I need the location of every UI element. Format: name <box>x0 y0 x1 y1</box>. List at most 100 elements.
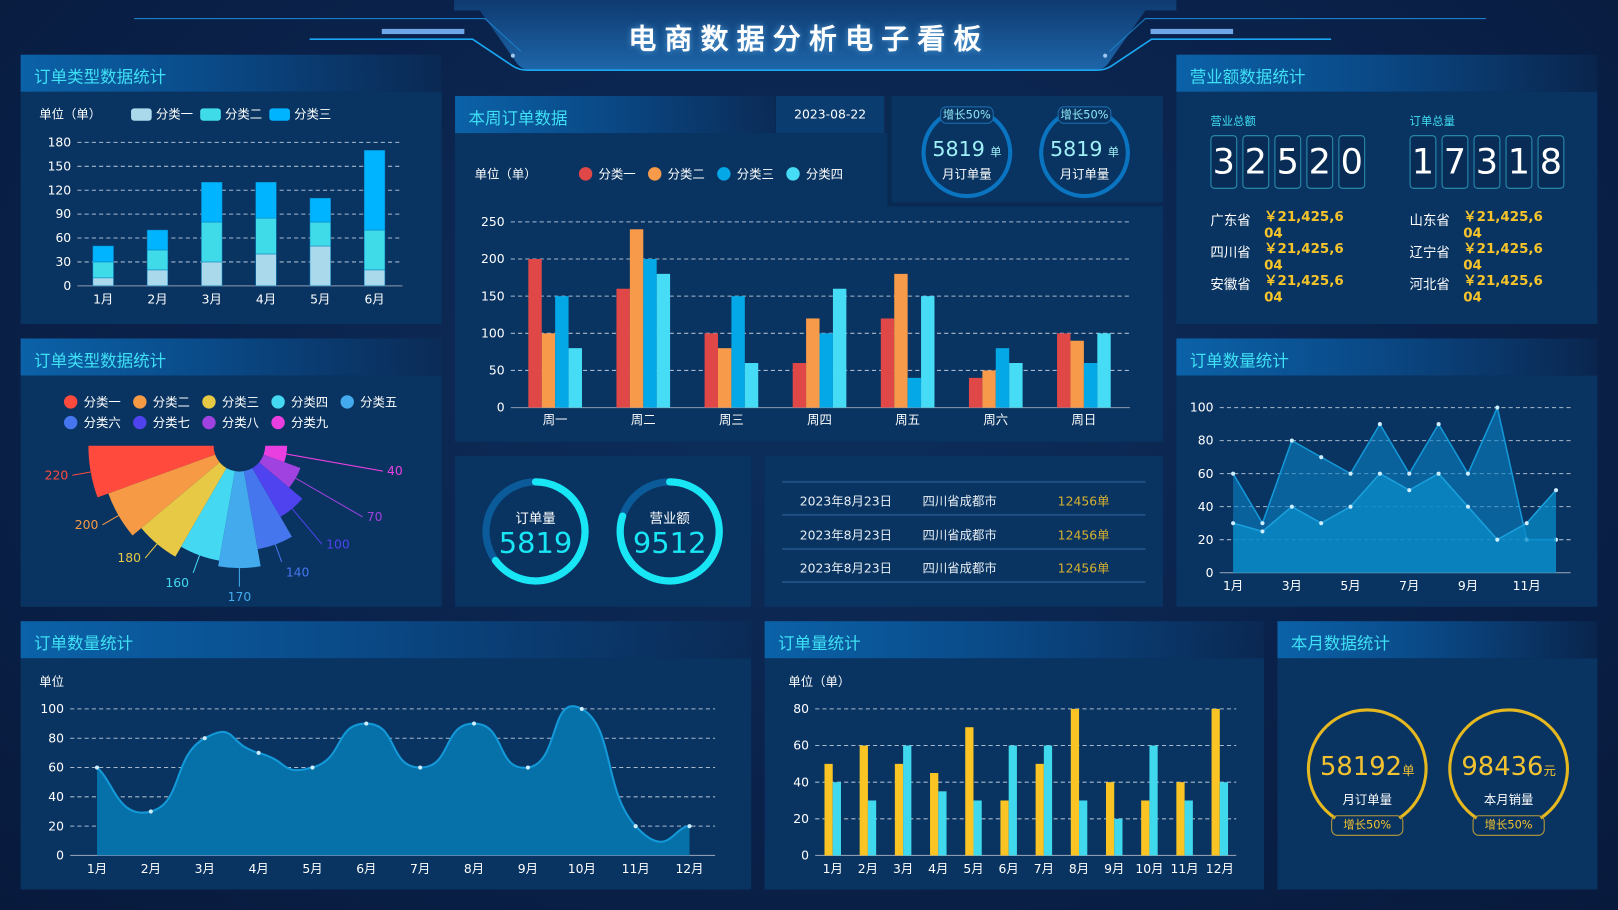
growth-badge: 增长50% <box>940 106 994 124</box>
panel-order-volume: 订单量统计 <box>764 621 1265 890</box>
province-revenue: ￥21,425,604 <box>1463 241 1543 274</box>
legend-item[interactable]: 分类四 <box>271 393 328 411</box>
legend-item[interactable]: 分类二 <box>133 393 190 411</box>
growth-badge: 增长50% <box>1331 815 1404 836</box>
circle-label: 月订单量 <box>942 167 992 182</box>
digit-box: 1 <box>1409 135 1437 189</box>
legend-dot <box>133 395 147 409</box>
legend-dot <box>271 395 285 409</box>
page-title: 电商数据分析电子看板 <box>628 23 990 56</box>
panel-order-type-rose: 订单类型数据统计 <box>20 338 442 607</box>
circle-value: 5819 单 <box>932 136 1002 161</box>
province-name: 河北省 <box>1409 277 1450 294</box>
month-label: 本月销量 <box>1483 792 1534 807</box>
legend-swatch <box>269 107 290 121</box>
digit-box: 2 <box>1306 135 1334 189</box>
legend-item[interactable]: 分类五 <box>340 393 397 411</box>
legend-dot <box>340 395 354 409</box>
legend-item[interactable]: 分类一 <box>578 165 636 183</box>
table-row[interactable]: 2023年8月23日 四川省成都市 12456单 <box>782 550 1146 584</box>
province-name: 四川省 <box>1210 245 1251 262</box>
donut-value: 9512 <box>632 526 707 561</box>
panel-title: 订单数量统计 <box>34 633 134 654</box>
digit-box: 3 <box>1210 135 1238 189</box>
legend-dot <box>202 395 216 409</box>
table-row[interactable]: 2023年8月23日 四川省成都市 12456单 <box>782 483 1146 516</box>
digit-box: 1 <box>1505 135 1533 189</box>
panel-order-count-bottom: 订单数量统计 <box>20 621 752 890</box>
province-revenue: ￥21,425,604 <box>1463 273 1543 306</box>
panel-title: 营业额数据统计 <box>1189 67 1306 87</box>
month-value: 58192单 <box>1320 751 1415 782</box>
legend-item[interactable]: 分类三 <box>269 105 331 123</box>
circle-value: 5819 单 <box>1049 136 1120 161</box>
legend-item[interactable]: 分类六 <box>63 414 121 432</box>
digit-box: 5 <box>1274 135 1302 189</box>
date-badge: 2023-08-22 <box>775 95 885 134</box>
legend-item[interactable]: 分类七 <box>133 414 190 432</box>
panel-title: 订单类型数据统计 <box>34 67 167 87</box>
legend-dot <box>63 415 78 430</box>
legend-swatch <box>131 107 152 121</box>
cell-count: 12456单 <box>1057 494 1110 509</box>
total-revenue-label: 营业总额 <box>1210 114 1256 128</box>
panel-title: 本月数据统计 <box>1290 633 1390 654</box>
cell-city: 四川省成都市 <box>922 561 997 576</box>
panel-title: 订单数量统计 <box>1189 350 1289 371</box>
province-name: 广东省 <box>1210 213 1251 230</box>
circle-label: 月订单量 <box>1059 167 1110 182</box>
panel-header: 订单量统计 <box>764 621 1265 659</box>
legend-dot <box>717 167 731 181</box>
cell-city: 四川省成都市 <box>922 494 997 509</box>
legend-item[interactable]: 分类一 <box>63 393 121 411</box>
digit-box: 2 <box>1242 135 1270 189</box>
legend-item[interactable]: 分类二 <box>648 165 705 183</box>
donut-value: 5819 <box>498 526 573 561</box>
digit-box: 3 <box>1473 135 1501 189</box>
province-revenue: ￥21,425,604 <box>1264 209 1344 242</box>
legend-item[interactable]: 分类八 <box>202 414 259 432</box>
panel-header: 订单类型数据统计 <box>20 54 442 92</box>
province-revenue: ￥21,425,604 <box>1264 273 1344 306</box>
unit-label: 单位（单） <box>39 107 102 122</box>
cell-date: 2023年8月23日 <box>799 561 893 576</box>
legend-dot <box>133 415 147 430</box>
legend-swatch <box>200 107 221 121</box>
legend-item[interactable]: 分类四 <box>786 165 843 183</box>
legend-dot <box>63 395 78 409</box>
digit-box: 0 <box>1338 135 1366 189</box>
panel-header: 订单数量统计 <box>20 621 752 659</box>
unit-label: 单位（单） <box>474 167 537 182</box>
table-row[interactable]: 2023年8月23日 四川省成都市 12456单 <box>782 516 1146 550</box>
legend-item[interactable]: 分类三 <box>202 393 259 411</box>
cell-date: 2023年8月23日 <box>799 494 893 509</box>
unit-label: 单位（单） <box>788 674 851 690</box>
legend-item[interactable]: 分类二 <box>200 105 262 123</box>
legend-dot <box>648 167 662 181</box>
panel-revenue: 营业额数据统计 <box>1176 54 1598 325</box>
province-name: 山东省 <box>1409 213 1450 230</box>
growth-badge: 增长50% <box>1057 106 1112 124</box>
panel-header: 营业额数据统计 <box>1176 54 1598 92</box>
legend-item[interactable]: 分类九 <box>271 414 328 432</box>
province-name: 安徽省 <box>1210 277 1251 294</box>
legend-item[interactable]: 分类三 <box>717 165 774 183</box>
table-divider <box>782 480 1146 483</box>
panel-title: 订单类型数据统计 <box>34 350 167 371</box>
legend-dot <box>786 167 800 181</box>
cell-count: 12456单 <box>1057 561 1110 576</box>
month-value: 98436元 <box>1461 751 1556 782</box>
panel-header: 本月数据统计 <box>1277 621 1598 659</box>
growth-badge: 增长50% <box>1472 815 1545 836</box>
panel-order-count-right: 订单数量统计 <box>1176 338 1598 607</box>
unit-label: 单位 <box>39 674 64 690</box>
total-orders-label: 订单总量 <box>1409 114 1455 128</box>
legend-dot <box>271 415 285 430</box>
cell-city: 四川省成都市 <box>922 527 997 543</box>
panel-header: 订单数量统计 <box>1176 338 1598 376</box>
digit-box: 7 <box>1441 135 1469 189</box>
digit-box: 8 <box>1537 135 1565 189</box>
legend-item[interactable]: 分类一 <box>131 105 193 123</box>
cell-date: 2023年8月23日 <box>799 527 893 543</box>
